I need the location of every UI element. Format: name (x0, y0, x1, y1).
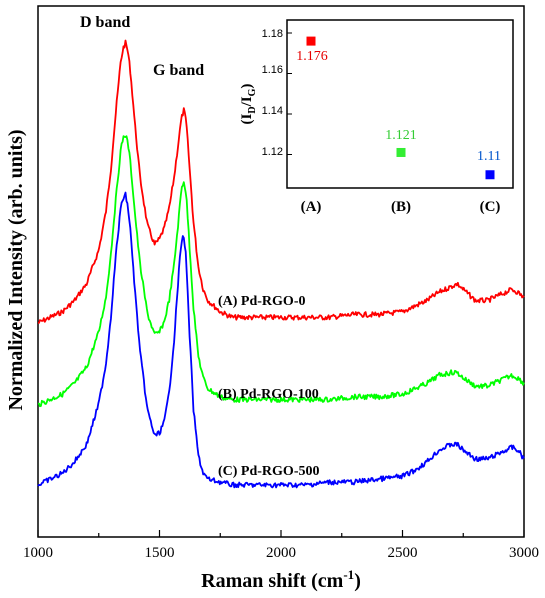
x-tick-label: 3000 (509, 545, 539, 561)
inset-y-axis-title: (ID/IG) (239, 84, 258, 125)
y-axis-title: Normalized Intensity (arb. units) (5, 129, 27, 410)
inset-category-label: (C) (480, 199, 501, 215)
inset-y-tick-label: 1.12 (262, 146, 283, 158)
inset-background (286, 19, 514, 189)
g-band-label: G band (153, 62, 204, 79)
inset-y-tick-label: 1.14 (262, 105, 283, 117)
inset-y-tick-label: 1.16 (262, 64, 283, 76)
x-axis-ticks (37, 530, 525, 537)
series-label-a: (A) Pd-RGO-0 (218, 294, 306, 309)
inset-points (306, 36, 495, 180)
inset-point-a (306, 36, 316, 46)
inset-chart: 1.18 1.16 1.14 1.12 (ID/IG) (A) (B) (C) … (239, 19, 514, 215)
spectra-group (37, 39, 525, 489)
d-band-label: D band (80, 14, 130, 31)
inset-point-c (485, 170, 495, 180)
inset-category-label: (A) (301, 199, 322, 215)
inset-value-label-a: 1.176 (296, 49, 328, 64)
inset-y-ticks (287, 32, 292, 155)
series-line-c (37, 191, 525, 489)
x-tick-label: 1000 (23, 545, 53, 561)
x-tick-label: 2500 (388, 545, 418, 561)
inset-category-label: (B) (391, 199, 411, 215)
series-label-b: (B) Pd-RGO-100 (218, 387, 319, 402)
x-tick-label: 2000 (266, 545, 296, 561)
series-line-b (37, 135, 525, 408)
x-tick-label: 1500 (145, 545, 175, 561)
inset-point-b (396, 147, 406, 157)
x-axis-title: Raman shift (cm-1) (201, 567, 361, 592)
series-label-c: (C) Pd-RGO-500 (218, 464, 320, 479)
series-line-a (37, 39, 525, 324)
x-axis-title-sup: -1 (343, 567, 354, 582)
inset-value-label-b: 1.121 (385, 128, 417, 143)
inset-y-tick-label: 1.18 (262, 28, 283, 40)
inset-value-label-c: 1.11 (477, 149, 501, 164)
